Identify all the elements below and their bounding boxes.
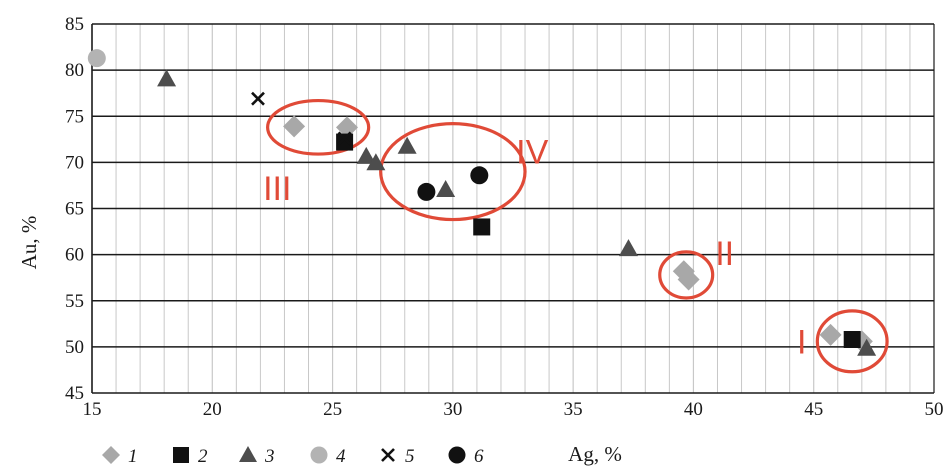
x-axis-title: Ag, % <box>568 442 622 466</box>
region-ellipse <box>266 98 371 156</box>
series-1-point <box>283 115 306 138</box>
y-tick-label: 55 <box>65 291 84 312</box>
major-gridlines <box>92 23 934 394</box>
region-label: IV <box>516 133 548 171</box>
series-1-point <box>336 116 359 139</box>
y-tick-label: 50 <box>65 337 84 358</box>
legend-marker-5 <box>381 448 395 462</box>
legend-marker-3 <box>239 446 257 462</box>
series-2-point <box>843 330 861 348</box>
x-tick-label: 40 <box>684 399 703 420</box>
x-tick-label: 15 <box>83 399 102 420</box>
legend-label-5: 5 <box>405 446 415 467</box>
x-tick-label: 50 <box>925 399 944 420</box>
x-axis-tick-labels: 15 20 25 30 35 40 45 50 <box>83 399 944 420</box>
y-tick-label: 75 <box>65 106 84 127</box>
region-label: II <box>715 235 734 273</box>
region-ellipse <box>379 122 527 222</box>
x-tick-label: 45 <box>804 399 823 420</box>
series-1-point <box>819 323 842 346</box>
series-3-point <box>436 180 456 198</box>
y-tick-label: 85 <box>65 14 84 35</box>
x-tick-label: 25 <box>323 399 342 420</box>
x-tick-label: 20 <box>203 399 222 420</box>
y-tick-label: 60 <box>65 245 84 266</box>
x-tick-label: 35 <box>564 399 583 420</box>
legend-marker-4 <box>310 446 328 464</box>
region-ellipse <box>815 309 889 374</box>
legend-label-3: 3 <box>264 446 275 467</box>
series-2-point <box>473 218 491 236</box>
y-axis-title: Au, % <box>17 216 41 270</box>
y-axis-tick-labels: 45 50 55 60 65 70 75 80 85 <box>65 14 84 404</box>
series-4-point <box>87 49 106 68</box>
legend-label-4: 4 <box>336 446 346 467</box>
y-tick-label: 80 <box>65 60 84 81</box>
legend-label-2: 2 <box>198 446 208 467</box>
series-3-point <box>366 153 386 171</box>
legend-label-1: 1 <box>128 446 138 467</box>
series-3-point <box>857 338 877 356</box>
x-tick-label: 30 <box>443 399 462 420</box>
y-tick-label: 70 <box>65 152 84 173</box>
region-ellipse <box>658 250 715 300</box>
series-5-point <box>337 131 352 146</box>
series-3-point <box>618 239 638 257</box>
series-2-point <box>336 133 354 151</box>
legend-label-6: 6 <box>474 446 484 467</box>
plot-frame <box>91 24 935 393</box>
legend-marker-1 <box>102 446 120 464</box>
series-3-point <box>397 136 417 154</box>
series-1-point <box>677 268 700 291</box>
legend-marker-2 <box>173 447 189 463</box>
series-6-point <box>417 182 436 201</box>
series-5-point <box>251 91 265 106</box>
series-3-point <box>356 146 376 164</box>
region-label: I <box>797 323 806 361</box>
legend: 1 2 3 4 5 6 <box>102 446 484 467</box>
series-6-point <box>470 166 489 185</box>
region-label: III <box>263 170 291 208</box>
series-3-point <box>157 69 177 87</box>
data-points <box>87 49 877 356</box>
y-tick-label: 45 <box>65 383 84 404</box>
y-tick-label: 65 <box>65 199 84 220</box>
legend-marker-6 <box>448 446 466 464</box>
